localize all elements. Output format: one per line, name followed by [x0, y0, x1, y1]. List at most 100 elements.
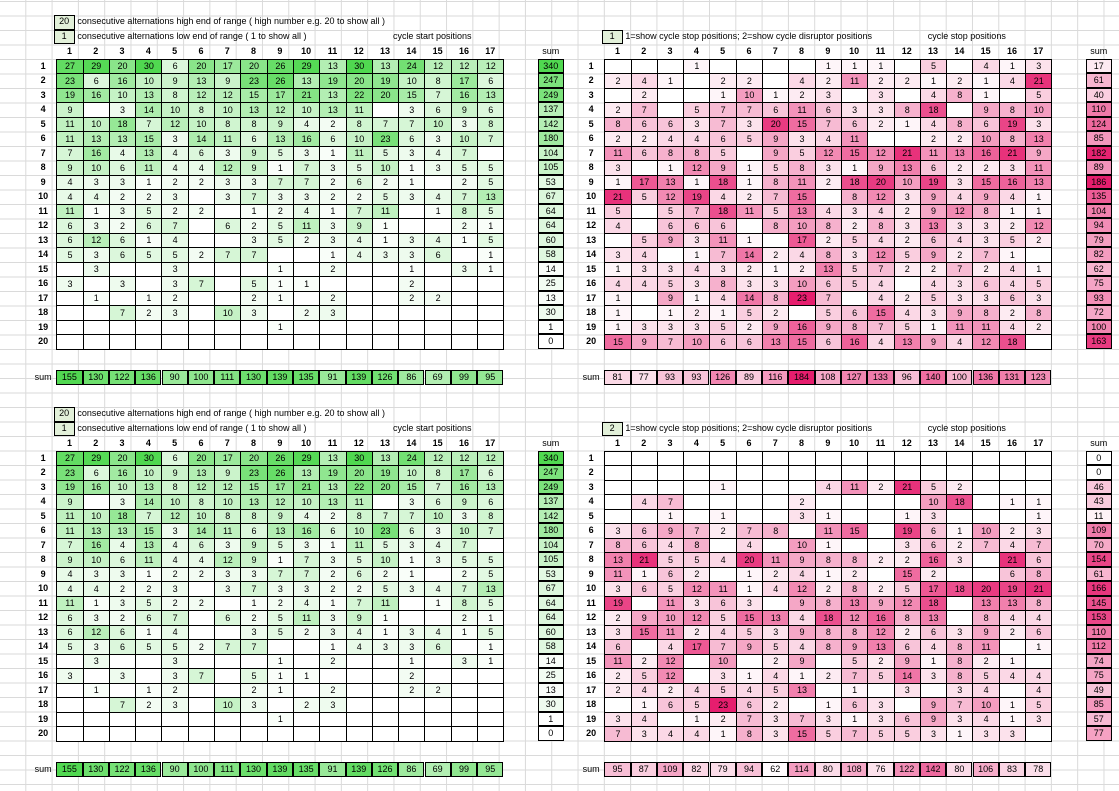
grid-cell[interactable]: 15	[398, 479, 426, 495]
grid-cell[interactable]: 10	[292, 494, 321, 510]
grid-cell[interactable]	[135, 726, 163, 742]
grid-cell[interactable]: 5	[656, 203, 685, 219]
grid-cell[interactable]: 20	[867, 174, 895, 190]
grid-cell[interactable]: 1	[656, 73, 685, 89]
grid-cell[interactable]	[56, 305, 84, 321]
grid-cell[interactable]	[424, 668, 452, 684]
grid-cell[interactable]	[108, 711, 137, 727]
grid-cell[interactable]: 16	[82, 87, 110, 103]
grid-cell[interactable]: 2	[108, 610, 137, 626]
grid-cell[interactable]: 1	[762, 261, 790, 277]
grid-cell[interactable]: 5	[1025, 276, 1053, 292]
grid-cell[interactable]: 3	[735, 276, 764, 292]
grid-cell[interactable]	[946, 465, 974, 481]
grid-cell[interactable]: 1	[919, 319, 948, 335]
grid-cell[interactable]: 2	[371, 566, 400, 582]
grid-cell[interactable]	[683, 479, 711, 495]
grid-cell[interactable]: 4	[345, 624, 373, 640]
grid-cell[interactable]: 2	[266, 203, 294, 219]
grid-cell[interactable]: 6	[709, 218, 737, 234]
grid-cell[interactable]	[762, 494, 790, 510]
grid-cell[interactable]: 20	[108, 450, 137, 466]
grid-cell[interactable]	[214, 726, 242, 742]
grid-cell[interactable]: 17	[450, 73, 479, 89]
grid-cell[interactable]: 9	[867, 595, 895, 611]
grid-cell[interactable]: 6	[56, 232, 84, 248]
grid-cell[interactable]: 3	[683, 232, 711, 248]
grid-cell[interactable]: 4	[187, 552, 216, 568]
grid-cell[interactable]: 5	[477, 160, 505, 176]
grid-cell[interactable]	[214, 668, 242, 684]
grid-cell[interactable]: 2	[319, 189, 347, 205]
grid-cell[interactable]	[735, 58, 764, 74]
grid-cell[interactable]: 14	[135, 494, 163, 510]
grid-cell[interactable]: 3	[398, 494, 426, 510]
grid-cell[interactable]: 6	[919, 624, 948, 640]
grid-cell[interactable]: 6	[82, 73, 110, 89]
grid-cell[interactable]: 3	[604, 624, 632, 640]
grid-cell[interactable]: 3	[292, 145, 321, 161]
grid-cell[interactable]: 19	[371, 73, 400, 89]
grid-cell[interactable]: 1	[998, 711, 1027, 727]
grid-cell[interactable]: 12	[214, 552, 242, 568]
grid-cell[interactable]	[840, 290, 869, 306]
grid-cell[interactable]	[867, 537, 895, 553]
grid-cell[interactable]: 3	[161, 261, 189, 277]
grid-cell[interactable]: 11	[56, 131, 84, 147]
grid-cell[interactable]: 1	[998, 58, 1027, 74]
grid-cell[interactable]	[214, 595, 242, 611]
grid-cell[interactable]: 7	[240, 189, 268, 205]
grid-cell[interactable]: 16	[840, 334, 869, 350]
grid-cell[interactable]: 15	[867, 305, 895, 321]
grid-cell[interactable]: 13	[919, 610, 948, 626]
grid-cell[interactable]: 12	[656, 189, 685, 205]
grid-cell[interactable]	[656, 87, 685, 103]
grid-cell[interactable]: 6	[814, 334, 842, 350]
grid-cell[interactable]: 2	[187, 174, 216, 190]
grid-cell[interactable]: 1	[266, 711, 294, 727]
grid-cell[interactable]	[709, 450, 737, 466]
grid-cell[interactable]: 8	[477, 508, 505, 524]
grid-cell[interactable]: 2	[1025, 232, 1053, 248]
grid-cell[interactable]: 4	[788, 247, 816, 263]
grid-cell[interactable]: 4	[972, 58, 1000, 74]
grid-cell[interactable]: 11	[214, 131, 242, 147]
grid-cell[interactable]	[840, 508, 869, 524]
grid-cell[interactable]: 4	[867, 334, 895, 350]
grid-cell[interactable]: 8	[240, 508, 268, 524]
grid-cell[interactable]: 7	[398, 508, 426, 524]
grid-cell[interactable]: 1	[266, 319, 294, 335]
grid-cell[interactable]: 2	[604, 610, 632, 626]
grid-cell[interactable]: 6	[161, 450, 189, 466]
grid-cell[interactable]: 2	[867, 653, 895, 669]
grid-cell[interactable]: 12	[450, 450, 479, 466]
grid-cell[interactable]: 4	[683, 726, 711, 742]
grid-cell[interactable]: 2	[398, 682, 426, 698]
grid-cell[interactable]: 3	[919, 726, 948, 742]
grid-cell[interactable]: 10	[161, 494, 189, 510]
grid-cell[interactable]	[630, 305, 658, 321]
grid-cell[interactable]: 5	[477, 566, 505, 582]
grid-cell[interactable]: 16	[919, 552, 948, 568]
grid-cell[interactable]: 5	[919, 58, 948, 74]
grid-cell[interactable]: 1	[135, 174, 163, 190]
grid-cell[interactable]: 1	[319, 595, 347, 611]
grid-cell[interactable]: 4	[919, 87, 948, 103]
grid-cell[interactable]: 10	[398, 465, 426, 481]
grid-cell[interactable]	[893, 450, 921, 466]
grid-cell[interactable]: 11	[345, 494, 373, 510]
grid-cell[interactable]: 29	[82, 450, 110, 466]
grid-cell[interactable]: 7	[477, 131, 505, 147]
grid-cell[interactable]: 2	[319, 566, 347, 582]
grid-cell[interactable]: 5	[840, 232, 869, 248]
grid-cell[interactable]: 13	[319, 87, 347, 103]
grid-cell[interactable]: 2	[135, 189, 163, 205]
grid-cell[interactable]: 19	[319, 73, 347, 89]
grid-cell[interactable]: 20	[187, 58, 216, 74]
grid-cell[interactable]: 1	[1025, 261, 1053, 277]
grid-cell[interactable]: 4	[630, 711, 658, 727]
grid-cell[interactable]: 2	[893, 261, 921, 277]
grid-cell[interactable]: 8	[814, 218, 842, 234]
grid-cell[interactable]: 6	[919, 160, 948, 176]
grid-cell[interactable]: 14	[187, 523, 216, 539]
